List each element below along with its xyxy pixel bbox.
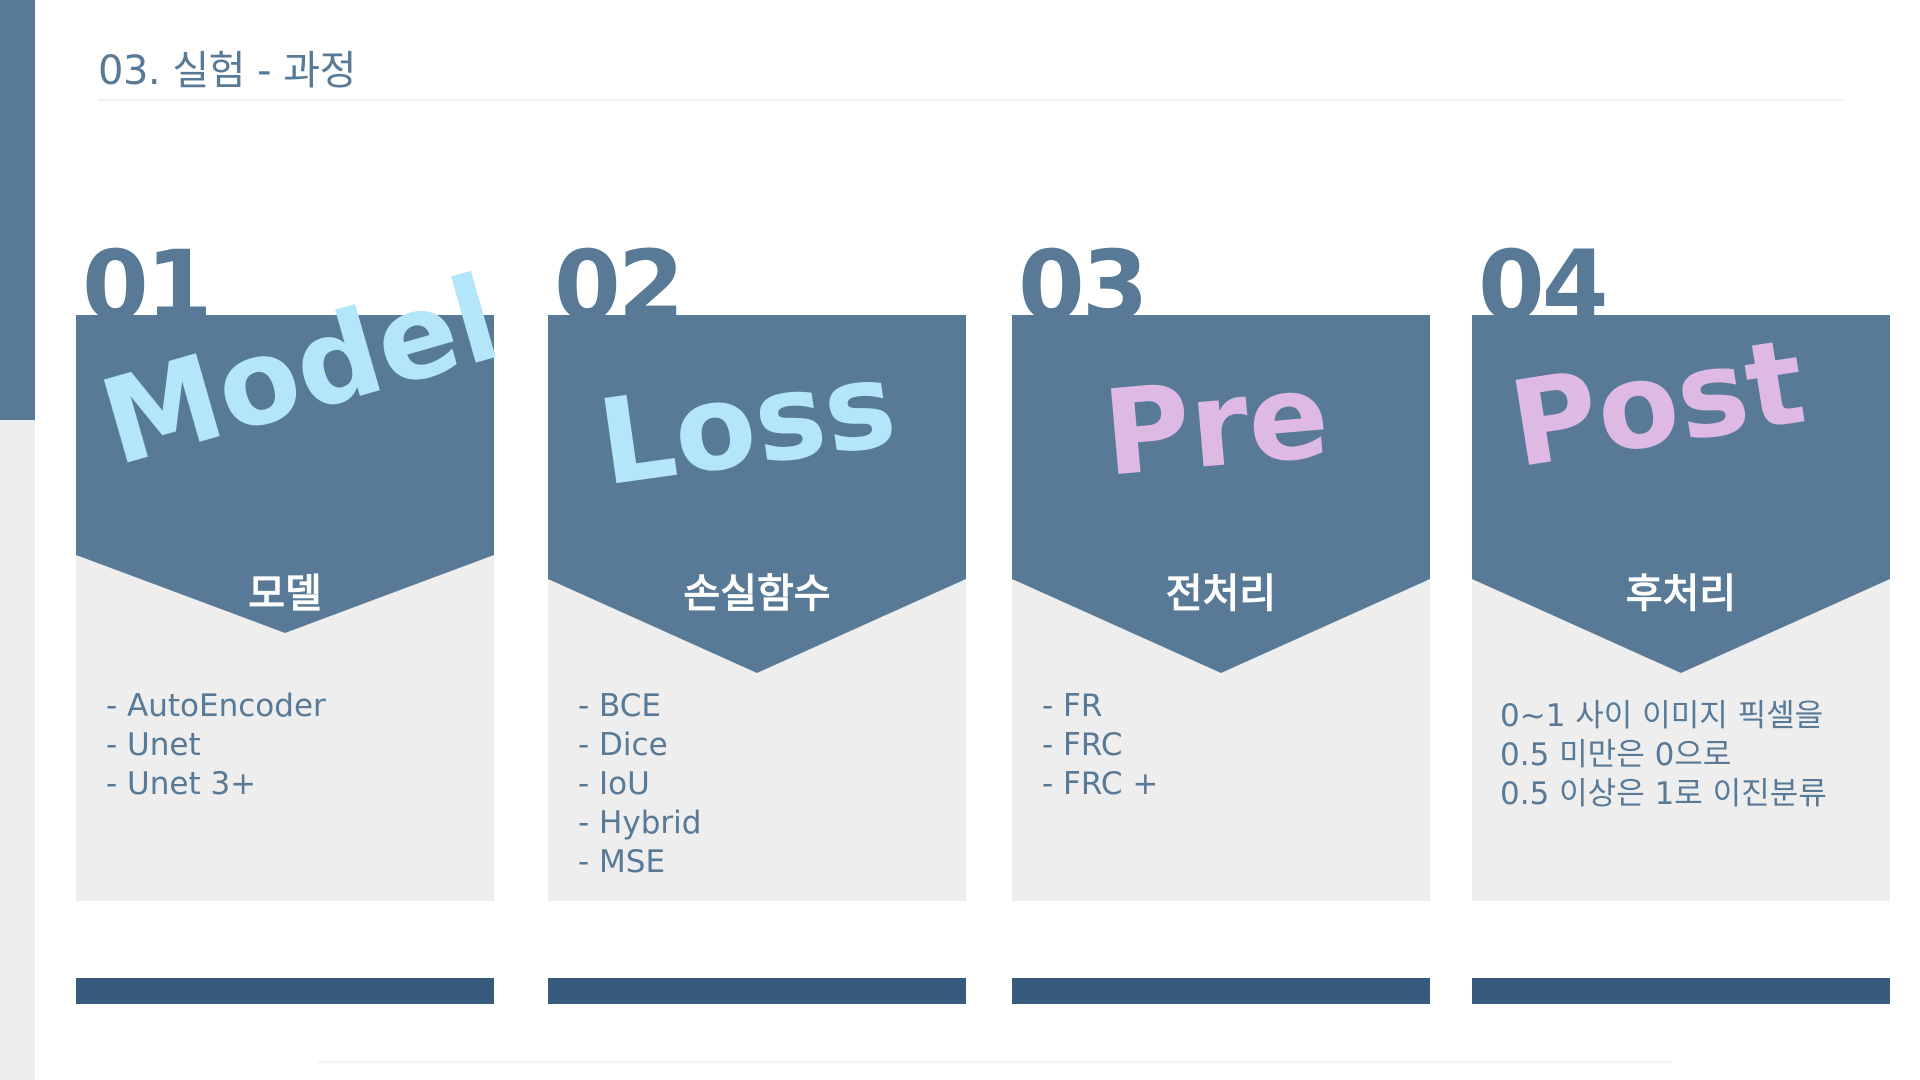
list-item: - AutoEncoder [106, 688, 326, 724]
card-title-word: Pre [1097, 345, 1334, 503]
card-item-list: - AutoEncoder - Unet - Unet 3+ [106, 687, 326, 804]
list-item: - IoU [578, 766, 650, 802]
card-item-list: - BCE - Dice - IoU - Hybrid - MSE [578, 687, 701, 882]
card-item-list: - FR - FRC - FRC + [1042, 687, 1158, 804]
list-item: - FRC [1042, 727, 1123, 763]
list-item: - FR [1042, 688, 1103, 724]
list-item: - Dice [578, 727, 668, 763]
list-item: - Unet [106, 727, 201, 763]
card-body: Pre 전처리 - FR - FRC - FRC + [1012, 315, 1430, 1004]
card-subtitle: 전처리 [1165, 571, 1277, 617]
list-item: - Hybrid [578, 805, 702, 841]
card-subtitle: 손실함수 [683, 571, 831, 617]
card-body: Model 모델 - AutoEncoder - Unet - Unet 3+ [76, 248, 513, 1004]
list-item: - MSE [578, 844, 666, 880]
title-divider [98, 99, 1844, 101]
description-line: 0~1 사이 이미지 픽셀을 [1500, 698, 1824, 734]
card-subtitle: 모델 [248, 571, 322, 617]
bottom-divider [318, 1061, 1672, 1063]
card-bottom-bar [1012, 978, 1430, 1004]
card-header-shape [76, 315, 494, 633]
description-line: 0.5 이상은 1로 이진분류 [1500, 776, 1827, 812]
list-item: - FRC + [1042, 766, 1159, 802]
slide-title: 03. 실험 - 과정 [98, 48, 356, 94]
left-accent-bar [0, 0, 35, 420]
card-bottom-bar [1472, 978, 1890, 1004]
list-item: - Unet 3+ [106, 766, 257, 802]
card-body: Loss 손실함수 - BCE - Dice - IoU - Hybrid - … [548, 315, 966, 1004]
card-body: Post 후처리 0~1 사이 이미지 픽셀을 0.5 미만은 0으로 0.5 … [1472, 312, 1890, 1004]
card-bottom-bar [548, 978, 966, 1004]
card-bottom-bar [76, 978, 494, 1004]
description-line: 0.5 미만은 0으로 [1500, 737, 1732, 773]
list-item: - BCE [578, 688, 661, 724]
card-description: 0~1 사이 이미지 픽셀을 0.5 미만은 0으로 0.5 이상은 1로 이진… [1500, 697, 1827, 814]
card-subtitle: 후처리 [1625, 571, 1737, 617]
